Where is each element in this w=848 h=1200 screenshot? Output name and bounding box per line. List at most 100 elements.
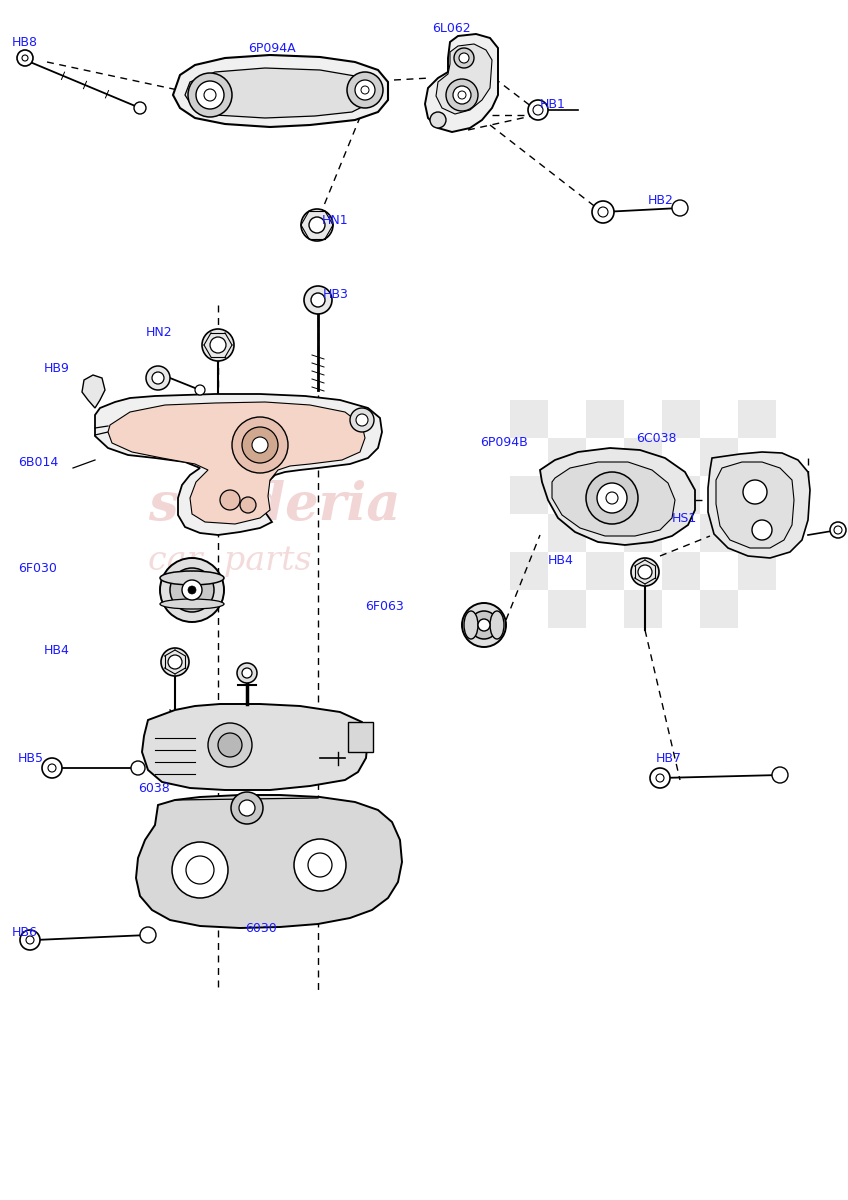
Bar <box>510 552 548 590</box>
Bar <box>586 476 624 514</box>
Circle shape <box>134 102 146 114</box>
Bar <box>548 438 586 476</box>
Text: HB9: HB9 <box>44 361 70 374</box>
Text: HB3: HB3 <box>323 288 349 301</box>
Circle shape <box>430 112 446 128</box>
Circle shape <box>208 722 252 767</box>
Circle shape <box>131 761 145 775</box>
Bar <box>662 400 700 438</box>
Circle shape <box>672 200 688 216</box>
Circle shape <box>22 55 28 61</box>
Circle shape <box>311 293 325 307</box>
Circle shape <box>656 774 664 782</box>
Circle shape <box>182 580 202 600</box>
Circle shape <box>356 414 368 426</box>
Circle shape <box>140 926 156 943</box>
Circle shape <box>631 558 659 586</box>
Text: HB5: HB5 <box>18 751 44 764</box>
Bar <box>510 476 548 514</box>
Circle shape <box>202 329 234 361</box>
Bar <box>624 590 662 628</box>
Text: 6F030: 6F030 <box>18 562 57 575</box>
Text: 6038: 6038 <box>138 781 170 794</box>
Text: HB8: HB8 <box>12 36 38 48</box>
Circle shape <box>146 366 170 390</box>
Circle shape <box>446 79 478 110</box>
Polygon shape <box>552 462 675 536</box>
Ellipse shape <box>160 571 224 584</box>
Polygon shape <box>95 394 382 535</box>
Circle shape <box>160 558 224 622</box>
Polygon shape <box>436 44 492 114</box>
Text: HB4: HB4 <box>548 553 574 566</box>
Circle shape <box>196 80 224 109</box>
Bar <box>738 476 776 514</box>
Bar <box>624 514 662 552</box>
Text: 6L062: 6L062 <box>432 22 471 35</box>
Circle shape <box>232 416 288 473</box>
Bar <box>700 590 738 628</box>
Text: 6030: 6030 <box>245 922 276 935</box>
Circle shape <box>650 768 670 788</box>
Bar <box>510 400 548 438</box>
Bar <box>548 590 586 628</box>
Circle shape <box>195 385 205 395</box>
Circle shape <box>42 758 62 778</box>
Circle shape <box>242 668 252 678</box>
Circle shape <box>638 565 652 578</box>
Circle shape <box>252 437 268 452</box>
Circle shape <box>830 522 846 538</box>
Circle shape <box>161 648 189 676</box>
Circle shape <box>533 104 543 115</box>
Bar <box>700 438 738 476</box>
Text: 6P094B: 6P094B <box>480 436 527 449</box>
Text: 6F063: 6F063 <box>365 600 404 612</box>
Circle shape <box>242 427 278 463</box>
Text: scuderia: scuderia <box>148 480 400 530</box>
Circle shape <box>606 492 618 504</box>
Polygon shape <box>185 68 370 118</box>
Text: HB1: HB1 <box>540 97 566 110</box>
Circle shape <box>239 800 255 816</box>
Circle shape <box>304 286 332 314</box>
Circle shape <box>598 206 608 217</box>
Circle shape <box>231 792 263 824</box>
Text: 6C038: 6C038 <box>636 432 677 444</box>
Bar <box>586 400 624 438</box>
Bar <box>586 552 624 590</box>
Circle shape <box>743 480 767 504</box>
Polygon shape <box>540 448 695 545</box>
Circle shape <box>218 733 242 757</box>
Bar <box>738 552 776 590</box>
Circle shape <box>26 936 34 944</box>
Circle shape <box>308 853 332 877</box>
Text: car  parts: car parts <box>148 545 311 577</box>
Circle shape <box>592 200 614 223</box>
Circle shape <box>301 209 333 241</box>
Polygon shape <box>173 55 388 127</box>
Text: 6B014: 6B014 <box>18 456 59 468</box>
Polygon shape <box>142 704 368 790</box>
Ellipse shape <box>464 611 478 638</box>
Circle shape <box>20 930 40 950</box>
Circle shape <box>462 602 506 647</box>
Circle shape <box>172 842 228 898</box>
Bar <box>700 514 738 552</box>
Ellipse shape <box>160 599 224 608</box>
Circle shape <box>453 86 471 104</box>
Circle shape <box>528 100 548 120</box>
Polygon shape <box>708 452 810 558</box>
Circle shape <box>210 337 226 353</box>
Circle shape <box>459 53 469 62</box>
Text: HB2: HB2 <box>648 193 674 206</box>
Circle shape <box>168 655 182 670</box>
Bar <box>624 438 662 476</box>
Circle shape <box>152 372 164 384</box>
Circle shape <box>586 472 638 524</box>
Bar <box>738 400 776 438</box>
Circle shape <box>240 497 256 514</box>
Circle shape <box>309 217 325 233</box>
Circle shape <box>188 73 232 116</box>
Bar <box>348 722 373 752</box>
Circle shape <box>361 86 369 94</box>
